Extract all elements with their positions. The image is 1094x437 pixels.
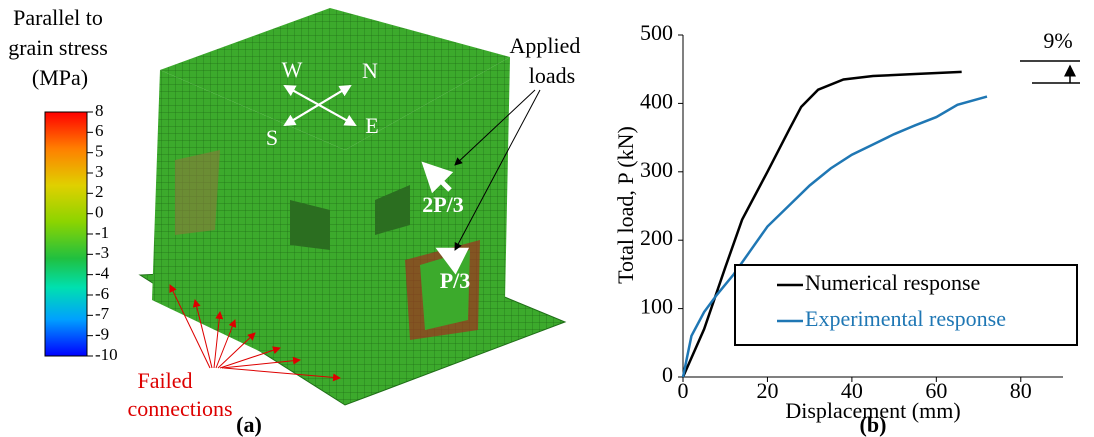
colorbar-label: 6	[95, 121, 104, 140]
fe-model	[140, 8, 565, 405]
x-tick-label: 80	[1010, 378, 1032, 403]
colorbar-label: -3	[95, 243, 109, 262]
colorbar-label: -6	[95, 284, 109, 303]
y-tick-label: 100	[640, 294, 673, 319]
failed-label: connections	[127, 396, 232, 421]
x-tick-label: 0	[678, 378, 689, 403]
figure: Parallel to grain stress (MPa) W N S E A…	[0, 0, 1094, 437]
load-label: 2P/3	[422, 192, 464, 217]
compass-label: S	[266, 125, 278, 150]
y-tick-label: 200	[640, 225, 673, 250]
applied-loads: Applied	[510, 33, 581, 58]
colorbar-label: 2	[95, 182, 104, 201]
annotation: 9%	[1043, 28, 1072, 53]
colorbar-label: 3	[95, 162, 104, 181]
applied-loads: loads	[529, 63, 575, 88]
colorbar-label: 0	[95, 203, 104, 222]
legend-title: grain stress	[8, 35, 108, 60]
x-tick-label: 40	[841, 378, 863, 403]
colorbar	[45, 112, 87, 356]
failed-label: Failed	[138, 368, 193, 393]
legend-label: Numerical response	[805, 270, 980, 295]
compass-label: W	[282, 57, 303, 82]
y-axis-label: Total load, P (kN)	[613, 126, 638, 284]
y-tick-label: 400	[640, 88, 673, 113]
colorbar-label: -1	[95, 223, 109, 242]
colorbar-label: 5	[95, 142, 104, 161]
colorbar-label: -4	[95, 264, 110, 283]
panel-label: (a)	[236, 412, 262, 437]
annotation-arrow	[1020, 61, 1080, 83]
colorbar-label: 8	[95, 101, 104, 120]
x-tick-label: 20	[756, 378, 778, 403]
colorbar-label: -7	[95, 304, 110, 323]
legend-title: Parallel to	[13, 5, 103, 30]
x-tick-label: 60	[925, 378, 947, 403]
y-tick-label: 300	[640, 157, 673, 182]
legend-title: (MPa)	[32, 65, 88, 90]
load-label: P/3	[440, 268, 471, 293]
colorbar-label: -9	[95, 325, 109, 344]
compass-label: E	[365, 113, 378, 138]
y-tick-label: 500	[640, 20, 673, 45]
legend-label: Experimental response	[805, 306, 1006, 331]
colorbar-label: -10	[95, 345, 118, 364]
compass-label: N	[362, 58, 378, 83]
y-tick-label: 0	[662, 362, 673, 387]
